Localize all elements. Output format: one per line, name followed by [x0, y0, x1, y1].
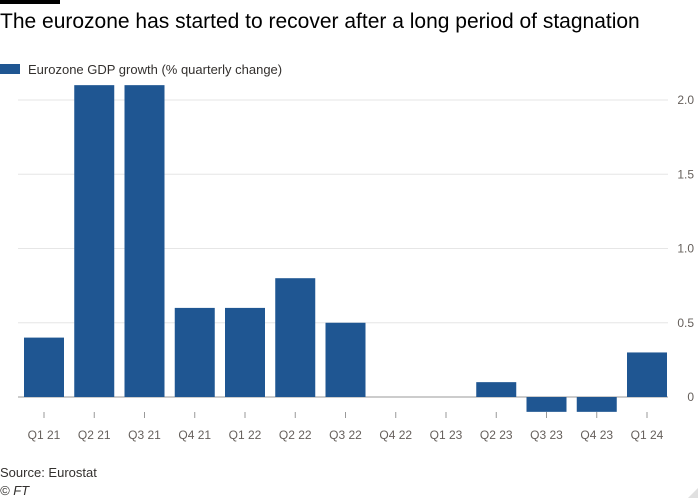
bar	[74, 85, 115, 398]
bar	[225, 307, 265, 397]
y-tick-labels: 0 0.5 1.0 1.5 2.0	[677, 93, 694, 404]
bar	[275, 278, 316, 397]
x-tick-label: Q2 23	[480, 428, 513, 442]
x-tick-label: Q3 23	[530, 428, 563, 442]
chart-title: The eurozone has started to recover afte…	[0, 10, 640, 33]
x-tick-label: Q1 21	[28, 428, 61, 442]
bars	[24, 85, 667, 412]
x-tick-label: Q2 21	[78, 428, 111, 442]
bar	[627, 352, 667, 397]
legend: Eurozone GDP growth (% quarterly change)	[0, 61, 282, 77]
bar	[174, 307, 215, 397]
x-tick-label: Q1 22	[229, 428, 262, 442]
x-tick-label: Q3 21	[128, 428, 161, 442]
bar	[576, 397, 617, 412]
x-tick-label: Q4 22	[379, 428, 412, 442]
x-tick-label: Q1 24	[631, 428, 664, 442]
resize-corner-icon	[688, 488, 698, 498]
bar-chart: 00.51.01.52.0 Q1 21 Q2 21 Q3 21 Q4 21 Q1 22 Q…	[18, 85, 694, 442]
x-tick-label: Q2 22	[279, 428, 312, 442]
y-tick-label: 1.5	[677, 167, 694, 181]
credit: © FT	[0, 483, 30, 498]
bar	[124, 85, 165, 398]
source-note: Source: Eurostat	[0, 465, 97, 480]
x-tick-label: Q4 23	[580, 428, 613, 442]
bar	[24, 337, 64, 397]
y-tick-label: 0.5	[677, 316, 694, 330]
y-tick-label: 0	[687, 390, 694, 404]
legend-label: Eurozone GDP growth (% quarterly change)	[28, 61, 283, 77]
y-tick-label: 2.0	[677, 93, 694, 107]
x-tick-label: Q3 22	[329, 428, 362, 442]
brand-rule	[0, 0, 60, 4]
legend-swatch	[0, 64, 20, 74]
x-tick-label: Q1 23	[430, 428, 463, 442]
x-tick-labels: Q1 21 Q2 21 Q3 21 Q4 21 Q1 22 Q2 22 Q3 22 Q4 22…	[28, 412, 664, 442]
y-tick-label: 1.0	[677, 242, 694, 256]
bar	[325, 322, 366, 397]
x-tick-label: Q4 21	[178, 428, 211, 442]
bar	[526, 397, 567, 412]
bar	[476, 382, 517, 397]
